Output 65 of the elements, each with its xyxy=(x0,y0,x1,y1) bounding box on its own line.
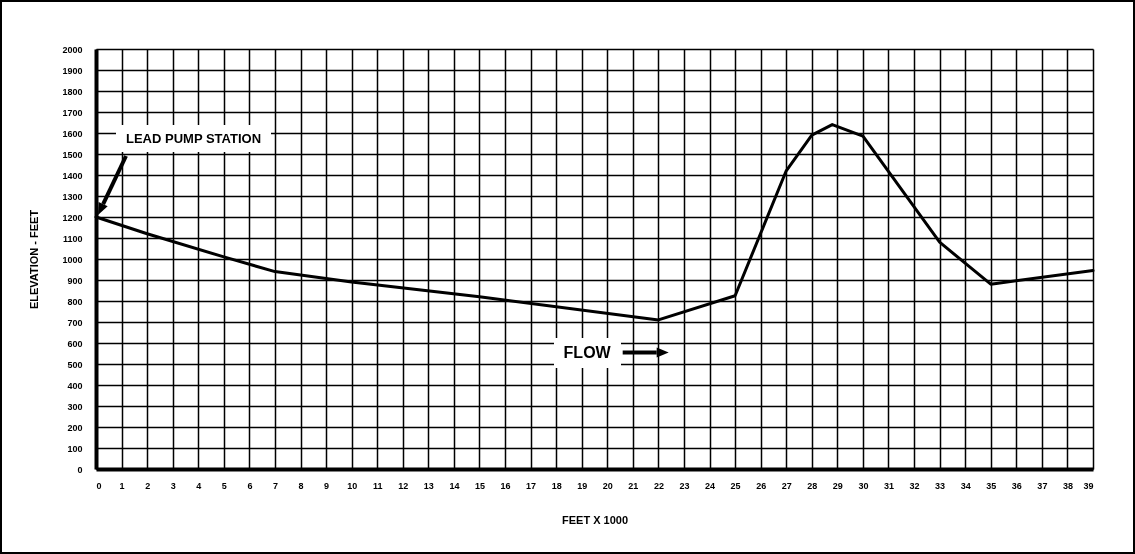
x-tick-label: 28 xyxy=(807,480,818,491)
y-axis-title: ELEVATION - FEET xyxy=(28,209,41,310)
x-tick-label: 13 xyxy=(423,480,434,491)
y-tick-label: 1500 xyxy=(62,149,83,160)
x-tick-label: 0 xyxy=(96,480,102,491)
x-tick-label: 7 xyxy=(272,480,278,491)
x-tick-label: 38 xyxy=(1062,480,1073,491)
x-tick-label: 35 xyxy=(986,480,997,491)
y-tick-label: 1900 xyxy=(62,65,83,76)
x-tick-label: 4 xyxy=(196,480,202,491)
x-tick-label: 24 xyxy=(705,480,716,491)
x-tick-label: 16 xyxy=(500,480,511,491)
y-tick-label: 1600 xyxy=(62,128,83,139)
y-tick-label: 600 xyxy=(67,338,83,349)
y-tick-label: 1800 xyxy=(62,86,83,97)
y-tick-label: 300 xyxy=(67,401,83,412)
y-tick-label: 1100 xyxy=(62,233,83,244)
x-tick-label: 37 xyxy=(1037,480,1048,491)
y-tick-label: 800 xyxy=(67,296,83,307)
x-axis-title: FEET X 1000 xyxy=(561,513,629,526)
x-tick-label: 15 xyxy=(474,480,485,491)
x-tick-label: 11 xyxy=(372,480,383,491)
x-tick-label: 39 xyxy=(1083,480,1094,491)
y-tick-label: 0 xyxy=(77,464,83,475)
annotation: FLOW xyxy=(553,337,621,368)
x-tick-label: 19 xyxy=(577,480,588,491)
x-tick-label: 18 xyxy=(551,480,562,491)
y-tick-label: 500 xyxy=(67,359,83,370)
x-tick-label: 20 xyxy=(602,480,613,491)
x-tick-label: 32 xyxy=(909,480,920,491)
x-tick-label: 17 xyxy=(526,480,537,491)
x-tick-label: 36 xyxy=(1011,480,1022,491)
y-tick-label: 1300 xyxy=(62,191,83,202)
y-tick-label: 1700 xyxy=(62,107,83,118)
x-tick-label: 14 xyxy=(449,480,460,491)
x-tick-label: 5 xyxy=(221,480,227,491)
x-tick-label: 31 xyxy=(883,480,894,491)
y-tick-label: 1200 xyxy=(62,212,83,223)
x-tick-label: 30 xyxy=(858,480,869,491)
y-tick-label: 400 xyxy=(67,380,83,391)
y-tick-label: 700 xyxy=(67,317,83,328)
y-tick-label: 100 xyxy=(67,443,83,454)
x-tick-label: 12 xyxy=(398,480,409,491)
x-tick-label: 10 xyxy=(347,480,358,491)
x-tick-label: 29 xyxy=(832,480,843,491)
x-tick-label: 6 xyxy=(247,480,253,491)
x-tick-label: 3 xyxy=(170,480,176,491)
x-tick-label: 2 xyxy=(145,480,151,491)
x-tick-label: 26 xyxy=(756,480,767,491)
x-tick-label: 34 xyxy=(960,480,971,491)
x-tick-label: 22 xyxy=(653,480,664,491)
x-tick-label: 33 xyxy=(935,480,946,491)
y-tick-label: 1400 xyxy=(62,170,83,181)
x-tick-label: 8 xyxy=(298,480,304,491)
x-tick-label: 25 xyxy=(730,480,741,491)
y-tick-label: 1000 xyxy=(62,254,83,265)
annotation: LEAD PUMP STATION xyxy=(116,125,272,152)
y-tick-label: 900 xyxy=(67,275,83,286)
x-tick-label: 9 xyxy=(324,480,330,491)
x-tick-label: 23 xyxy=(679,480,690,491)
y-tick-label: 200 xyxy=(67,422,83,433)
x-tick-label: 21 xyxy=(628,480,639,491)
x-tick-label: 27 xyxy=(781,480,792,491)
y-tick-label: 2000 xyxy=(62,44,83,55)
x-tick-label: 1 xyxy=(119,480,125,491)
